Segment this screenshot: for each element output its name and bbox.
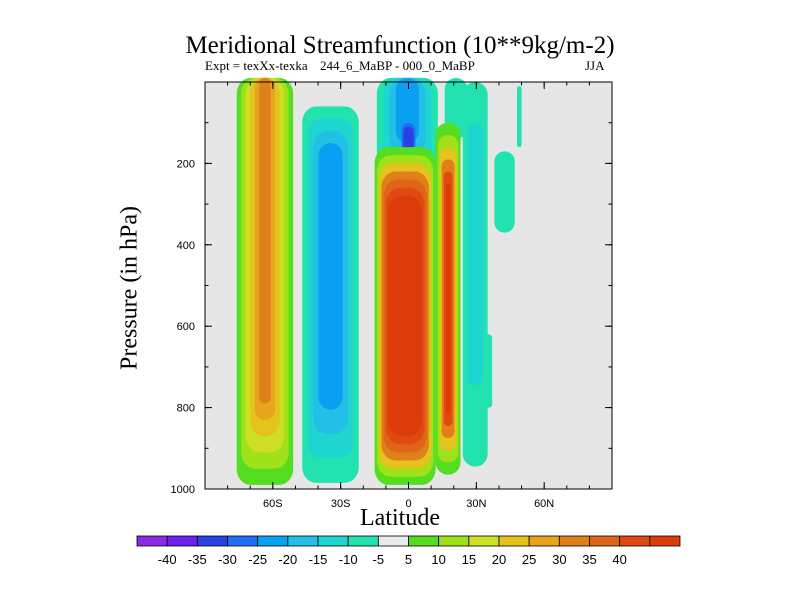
colorbar-box	[136, 535, 168, 547]
colorbar-box	[257, 535, 289, 547]
north-patch-1-level-0	[494, 151, 515, 233]
colorbar-box	[558, 535, 590, 547]
x-tick-label: 0	[405, 498, 411, 510]
colorbar-label: -15	[309, 552, 328, 567]
colorbar-label: 10	[431, 552, 445, 567]
x-tick-label: 60S	[263, 498, 283, 510]
north-patch-3-level-0	[517, 86, 522, 148]
x-tick-label: 60N	[534, 498, 554, 510]
colorbar-box	[347, 535, 379, 547]
colorbar-box	[377, 535, 409, 547]
colorbar-label: 15	[462, 552, 476, 567]
colorbar-label: -10	[339, 552, 358, 567]
southern-negative-band-level-3	[318, 143, 343, 410]
colorbar-label: 20	[492, 552, 506, 567]
y-tick-label: 400	[177, 240, 195, 252]
colorbar-box	[619, 535, 651, 547]
chart-title: Meridional Streamfunction (10**9kg/m-2)	[185, 32, 615, 59]
colorbar-box	[227, 535, 259, 547]
period-label: 244_6_MaBP - 000_0_MaBP	[320, 58, 475, 73]
x-tick-label: 30S	[331, 498, 351, 510]
colorbar-label: 30	[552, 552, 566, 567]
colorbar-box	[498, 535, 530, 547]
contour-fields	[236, 77, 522, 485]
southern-ferrel-cell-level-5	[259, 77, 271, 404]
colorbar-box	[166, 535, 198, 547]
experiment-label: Expt = texXx-texka	[205, 58, 308, 73]
x-tick-label: 30N	[466, 498, 486, 510]
colorbar-box	[438, 535, 470, 547]
x-axis-label: Latitude	[360, 505, 440, 531]
colorbar-label: -25	[248, 552, 267, 567]
colorbar-label: -30	[218, 552, 237, 567]
colorbar-label: -20	[278, 552, 297, 567]
colorbar-label: 25	[522, 552, 536, 567]
y-tick-label: 1000	[171, 484, 195, 496]
colorbar-label: -35	[188, 552, 207, 567]
north-patch-2-level-0	[485, 334, 493, 408]
colorbar-box	[468, 535, 500, 547]
colorbar-box	[196, 535, 228, 547]
y-tick-label: 200	[177, 158, 195, 170]
season-label: JJA	[585, 58, 605, 73]
northern-negative-band-level-1	[467, 122, 484, 386]
northern-positive-band-level-5	[445, 183, 451, 414]
axes: 60S 30S 0 30N 60N 200 400 600 800 1000	[171, 82, 613, 510]
colorbar-box	[649, 535, 681, 547]
colorbar-label: -5	[373, 552, 385, 567]
colorbar-box	[317, 535, 349, 547]
colorbar-label: -40	[158, 552, 177, 567]
hadley-cell-level-6	[388, 195, 423, 437]
y-tick-label: 600	[177, 321, 195, 333]
colorbar: -40 -35 -30 -25 -20 -15 -10 -5 5 10 15 20 25 30 35 40	[136, 535, 681, 567]
colorbar-box	[408, 535, 440, 547]
colorbar-label: 5	[405, 552, 412, 567]
colorbar-box	[589, 535, 621, 547]
colorbar-label: 35	[582, 552, 596, 567]
colorbar-box	[287, 535, 319, 547]
colorbar-box	[528, 535, 560, 547]
y-tick-label: 800	[177, 403, 195, 415]
colorbar-label: 40	[612, 552, 626, 567]
